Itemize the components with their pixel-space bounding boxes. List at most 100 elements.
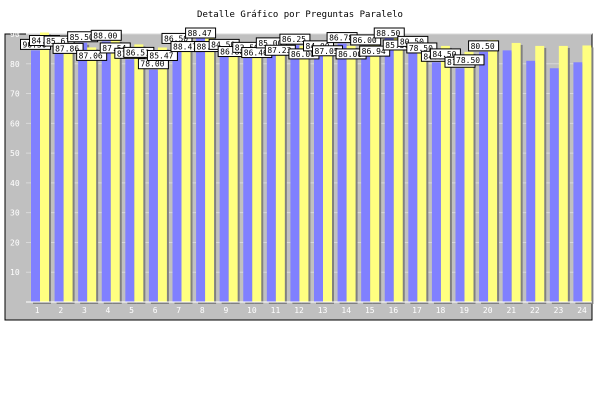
bar [134,44,144,302]
data-label-box [185,27,217,39]
data-label: 85.50 [70,33,94,42]
bar [266,48,276,303]
data-label: 88.50 [376,29,400,38]
bar [573,62,583,303]
x-tick-label: 23 [554,306,564,315]
data-label: 86.00 [353,36,377,45]
bar [361,45,371,303]
bar [314,51,323,302]
x-tick-label: 21 [506,306,516,315]
data-label: 87.86 [55,44,79,53]
x-tick-label: 17 [412,306,422,315]
bar [440,45,450,303]
x-tick-label: 15 [365,306,375,315]
data-label: 85.00 [258,39,282,48]
data-label: 85.61 [46,37,70,46]
x-tick-label: 7 [176,306,181,315]
bar [54,47,64,302]
bar [535,45,545,303]
y-tick-label: 90 [10,30,20,39]
x-tick-label: 1 [35,306,40,315]
data-label: 88.47 [173,43,197,52]
x-tick-label: 18 [436,306,446,315]
bar [337,43,347,303]
data-label-box [90,29,122,41]
bar [370,43,380,302]
bar [323,42,332,302]
data-label-box [453,54,485,66]
y-tick-label: 60 [10,119,20,128]
bar [384,38,394,302]
data-label: 78.50 [456,56,480,65]
data-label: 87.23 [267,46,291,55]
data-label: 80.50 [471,42,495,51]
data-label-box [76,49,108,61]
data-label: 88.47 [188,29,212,38]
bar [157,47,167,302]
bar [393,36,403,302]
x-tick-label: 12 [294,306,304,315]
bar [252,44,262,303]
y-tick-label: 30 [10,209,20,218]
bar [243,53,253,302]
x-tick-label: 4 [106,306,111,315]
data-label-box [373,27,405,39]
x-tick-label: 5 [129,306,134,315]
bar [526,60,536,302]
y-tick-label: 80 [10,60,20,69]
data-label: 86.25 [282,35,306,44]
bar [205,38,215,302]
bar [172,44,182,303]
x-tick-label: 11 [271,306,281,315]
y-tick-label: 20 [10,238,20,247]
bar [549,68,559,302]
bar [125,59,135,302]
data-label: 87.06 [79,51,103,60]
bar [196,38,206,302]
bar [417,39,427,302]
bar [78,42,88,302]
y-tick-label: 50 [10,149,20,158]
data-label-box [146,49,178,61]
data-label-box [359,45,391,57]
x-tick-label: 6 [153,306,158,315]
data-label: 86.50 [164,34,188,43]
data-label-box [52,42,84,54]
data-label: 78.00 [140,60,164,69]
data-label: 85.47 [149,51,173,60]
bar [582,45,592,302]
data-label-box [468,40,500,52]
data-label-box [350,34,382,46]
y-tick-label: 70 [10,90,20,99]
bar [479,51,489,302]
data-label: 86.94 [362,47,386,56]
bar [228,43,238,302]
bar [275,42,285,302]
data-label: 86.00 [338,50,362,59]
bar [148,69,158,302]
bar [511,42,521,302]
data-label: 88.00 [93,31,117,40]
bar [455,68,465,302]
bar [87,47,97,303]
bar [464,51,474,302]
bar [40,32,49,303]
data-label: 84.50 [432,50,456,59]
bar [290,45,300,303]
bar [299,45,309,303]
chart-title: Detalle Gráfico por Preguntas Paralelo [197,10,403,20]
bar [408,47,418,303]
x-tick-label: 3 [82,306,87,315]
x-tick-label: 19 [459,306,469,315]
x-tick-label: 9 [223,306,228,315]
data-label: 84.50 [211,40,235,49]
data-label: 87.05 [315,47,339,56]
data-label: 86.00 [291,50,315,59]
bar [63,40,73,303]
bar [346,45,356,303]
bar [101,41,111,303]
x-tick-label: 24 [577,306,587,315]
y-tick-label: 10 [10,268,20,277]
x-tick-label: 14 [341,306,351,315]
